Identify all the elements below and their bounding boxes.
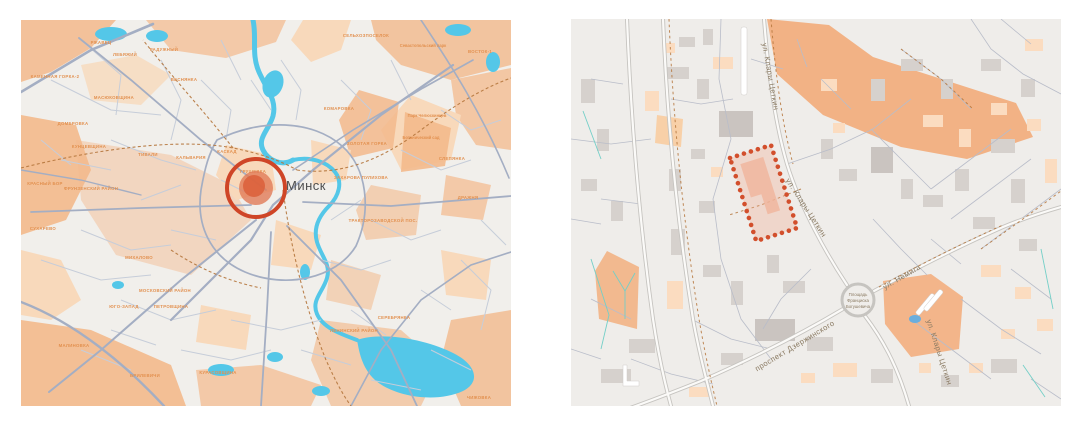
park-label: Севастопольский парк <box>400 43 447 48</box>
district-label: ЗАХАРОВА ПУЛИХОВА <box>334 175 388 180</box>
district-label: ЮГО-ЗАПАД <box>109 304 138 309</box>
square-label-line: Богушевича <box>846 304 871 309</box>
district-label: КАМЕННАЯ ГОРКА-2 <box>31 74 80 79</box>
district-label: ДРАЖНЯ <box>458 195 479 200</box>
street-detail-map: ул. Клары Цеткин ул. Клары Цеткин ул. Не… <box>571 19 1061 406</box>
district-label: СЛЕПЯНКА <box>439 156 465 161</box>
district-label: МАСЮКОВЩИНА <box>94 95 134 100</box>
major-roads-layer <box>21 20 511 406</box>
district-label: ЛЕБЯЖИЙ <box>113 52 137 57</box>
minor-roads-layer <box>40 39 507 391</box>
district-label: МОСКОВСКИЙ РАЙОН <box>139 288 191 293</box>
district-label: ЗОЛОТАЯ ГОРКА <box>347 141 387 146</box>
district-label: КУРАСОВЩИНА <box>199 370 236 375</box>
minsk-overview-map: СЕЛЬХОЗПОСЕЛОК Севастопольский парк ВОСТ… <box>21 20 511 406</box>
water-layer <box>95 20 500 398</box>
buildings-peach-layer <box>645 39 1057 397</box>
district-label: МАЛИНОВКА <box>59 343 90 348</box>
square-label-line: Площадь <box>849 292 868 297</box>
railway-dash-layer <box>668 19 1061 406</box>
location-marker <box>225 157 287 219</box>
district-label: СЕРЕБРЯНКА <box>378 315 410 320</box>
district-label: РЖАВЕЦ <box>91 40 112 45</box>
district-label: ВЕСНЯНКА <box>171 77 198 82</box>
district-label: МИХАЛОВО <box>125 255 153 260</box>
district-label: СЕЛЬХОЗПОСЕЛОК <box>343 33 389 38</box>
district-label: РАДУЖНЫЙ <box>150 47 178 52</box>
pond <box>909 315 921 323</box>
district-label: ЧИЖОВКА <box>467 395 491 400</box>
stream-layer <box>582 110 1054 398</box>
district-label: КАСКАД <box>217 149 236 154</box>
district-areas-layer <box>21 20 511 406</box>
major-roads-layer <box>625 19 1061 406</box>
platform-strips <box>622 26 944 387</box>
district-label: ДОМБРОВКА <box>58 121 89 126</box>
district-label: ПЕТРОВЩИНА <box>154 304 189 309</box>
district-label: ЛЕНИНСКИЙ РАЙОН <box>330 328 378 333</box>
district-label: КАЛЬВАРИЯ <box>176 155 206 160</box>
buildings-gray-layer <box>581 29 1037 387</box>
district-label: КОМАРОВКА <box>324 106 354 111</box>
district-label: ФРУНЗЕНСКИЙ РАЙОН <box>64 186 118 191</box>
district-label: ВОСТОК-1 <box>468 49 492 54</box>
city-name-label: Минск <box>286 178 326 193</box>
highlight-rectangle <box>727 142 800 244</box>
district-label: БРИЛЕВИЧИ <box>130 373 160 378</box>
park-label: Парк Челюскинцев <box>408 113 447 118</box>
district-label: ТРАКТОРОЗАВОДСКОЙ ПОС. <box>349 218 418 223</box>
district-label: КРАСНЫЙ БОР <box>27 181 62 186</box>
district-label: ТИВАЛИ <box>138 152 158 157</box>
district-label: СУХАРЕВО <box>30 226 57 231</box>
district-label: КУНЦЕВЩИНА <box>72 144 106 149</box>
park-label: Ботанический сад <box>403 135 440 140</box>
square-label-line: Франциска <box>847 298 869 303</box>
railway-layer <box>21 39 511 406</box>
district-labels-layer: СЕЛЬХОЗПОСЕЛОК Севастопольский парк ВОСТ… <box>27 33 492 400</box>
